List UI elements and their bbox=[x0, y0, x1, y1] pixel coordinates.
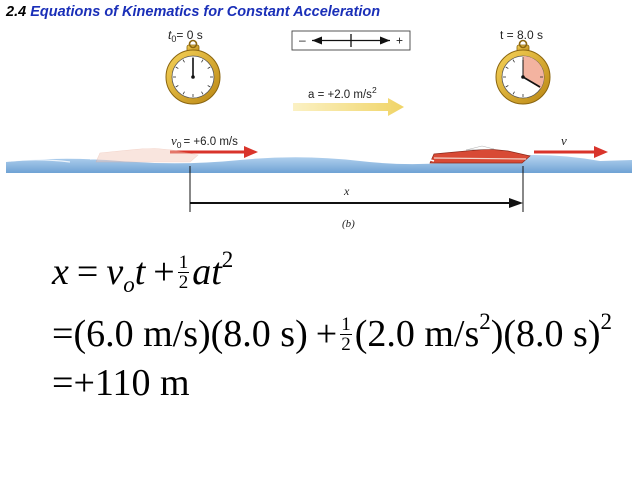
eq3-equals: = bbox=[52, 362, 74, 404]
acceleration-label: a = +2.0 m/s2 bbox=[308, 85, 377, 101]
acceleration-arrow bbox=[293, 98, 404, 116]
t0-value: = 0 s bbox=[176, 28, 202, 42]
boat-start-ghost bbox=[95, 146, 199, 163]
final-velocity-label: v bbox=[561, 133, 567, 148]
axis-minus-sign: – bbox=[299, 33, 306, 47]
eq1-v: v bbox=[106, 251, 124, 293]
t-final-label: t = 8.0 s bbox=[500, 28, 543, 42]
t0-subscript: 0 bbox=[171, 34, 176, 44]
eq1-plus: + bbox=[153, 251, 175, 293]
eq1-exponent: 2 bbox=[221, 247, 234, 272]
eq2-plus: + bbox=[315, 313, 338, 355]
acceleration-text: a = +2.0 m/s bbox=[308, 89, 372, 101]
eq2-first-term: (6.0 m/s)(8.0 s) bbox=[73, 313, 308, 355]
initial-velocity-arrow bbox=[170, 146, 258, 158]
equation-line-2: =(6.0 m/s)(8.0 s) +1 2 (2.0 m/s2)(8.0 s)2 bbox=[52, 310, 612, 357]
displacement-arrow bbox=[190, 198, 523, 208]
eq1-at: at bbox=[192, 251, 222, 293]
title-text: Equations of Kinematics for Constant Acc… bbox=[30, 4, 381, 20]
eq1-denominator: 2 bbox=[177, 271, 190, 293]
t0-label: t0= 0 s bbox=[168, 28, 203, 44]
eq2-time-term: )(8.0 s) bbox=[490, 313, 601, 355]
equation-line-1: x = vot +1 2 at2 bbox=[52, 248, 233, 296]
eq1-x: x bbox=[52, 251, 69, 293]
eq2-equals: = bbox=[52, 313, 74, 355]
eq2-accel-term: (2.0 m/s bbox=[354, 313, 480, 355]
v0-symbol: v bbox=[171, 133, 177, 148]
initial-velocity-label: v0 = +6.0 m/s bbox=[171, 133, 238, 150]
final-velocity-arrow bbox=[534, 146, 608, 158]
boat-end bbox=[413, 145, 531, 164]
v0-subscript: 0 bbox=[177, 140, 182, 150]
section-number: 2.4 bbox=[6, 4, 27, 20]
eq3-result: +110 m bbox=[73, 362, 190, 404]
eq1-v-subscript: o bbox=[123, 272, 135, 297]
axis-plus-sign: + bbox=[396, 34, 403, 48]
figure-caption: (b) bbox=[342, 218, 355, 230]
eq2-time-exponent: 2 bbox=[600, 309, 613, 334]
eq1-equals: = bbox=[76, 251, 99, 293]
eq2-denominator: 2 bbox=[340, 333, 352, 355]
axis-direction-indicator: – + bbox=[291, 30, 411, 51]
stopwatch-end-icon bbox=[495, 39, 551, 105]
stopwatch-start-icon bbox=[165, 39, 221, 105]
v0-value: = +6.0 m/s bbox=[184, 136, 239, 148]
eq2-accel-exponent: 2 bbox=[479, 309, 491, 334]
kinematics-figure: t0= 0 s – + a = +2.0 m/s2 t = 8.0 s bbox=[6, 28, 632, 230]
equation-line-3: =+110 m bbox=[52, 364, 190, 402]
eq1-t: t bbox=[134, 251, 146, 293]
t0-symbol: t bbox=[168, 28, 172, 42]
acceleration-exponent: 2 bbox=[372, 85, 377, 95]
slide-title: 2.4 Equations of Kinematics for Constant… bbox=[6, 4, 380, 20]
eq1-numerator: 1 bbox=[178, 251, 189, 273]
displacement-label: x bbox=[343, 184, 350, 198]
eq2-numerator: 1 bbox=[341, 313, 351, 335]
